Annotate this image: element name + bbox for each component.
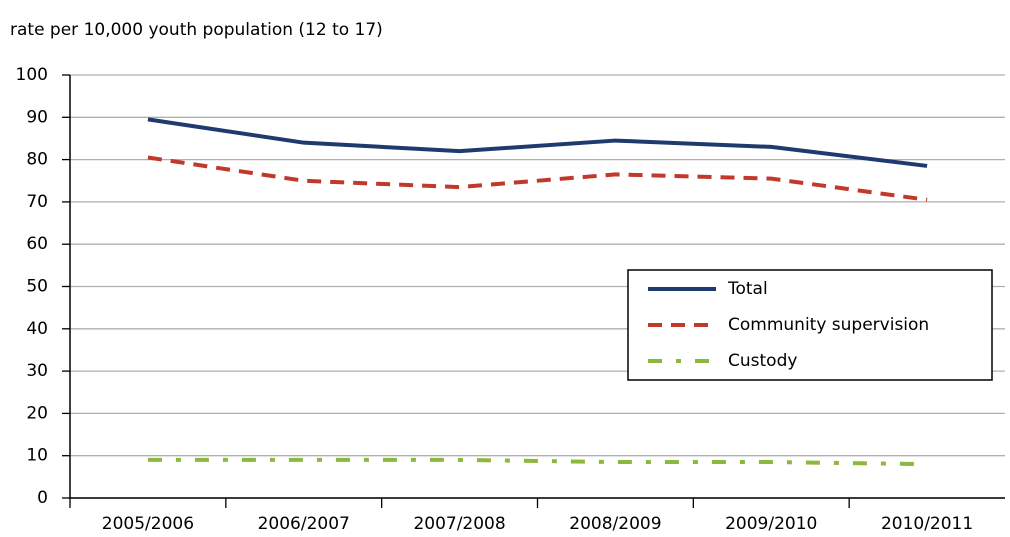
- x-tick-label: 2006/2007: [258, 514, 350, 534]
- y-tick-label: 60: [26, 234, 48, 254]
- y-tick-label: 0: [37, 488, 48, 508]
- x-tick-label: 2005/2006: [102, 514, 194, 534]
- x-tick-label: 2008/2009: [569, 514, 661, 534]
- x-tick-label: 2010/2011: [881, 514, 973, 534]
- y-tick-label: 80: [26, 150, 48, 170]
- y-tick-label: 10: [26, 446, 48, 466]
- y-tick-label: 50: [26, 277, 48, 297]
- y-axis-label: rate per 10,000 youth population (12 to …: [10, 20, 383, 40]
- legend-label: Custody: [728, 351, 797, 371]
- y-tick-label: 70: [26, 192, 48, 212]
- y-tick-label: 90: [26, 107, 48, 127]
- series-line: [147, 155, 928, 202]
- x-tick-label: 2009/2010: [725, 514, 817, 534]
- legend-label: Total: [727, 279, 768, 299]
- y-tick-label: 30: [26, 361, 48, 381]
- y-tick-label: 40: [26, 319, 48, 339]
- y-tick-label: 100: [16, 65, 48, 85]
- x-tick-label: 2007/2008: [413, 514, 505, 534]
- series-line: [147, 117, 928, 168]
- legend-label: Community supervision: [728, 315, 929, 335]
- y-tick-label: 20: [26, 403, 48, 423]
- series-line: [147, 457, 928, 467]
